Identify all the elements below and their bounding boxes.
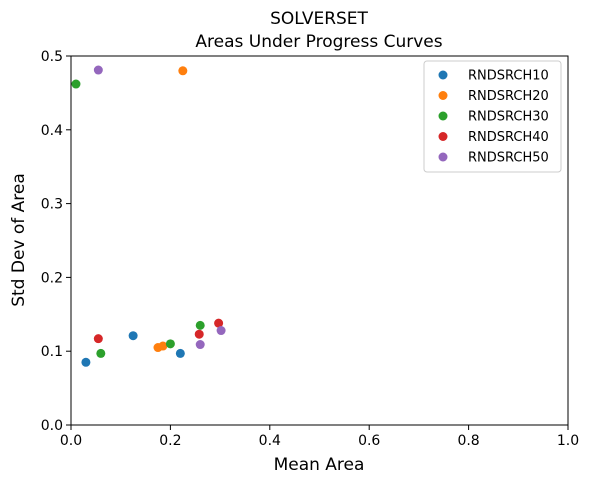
y-tick-label: 0.0 bbox=[41, 418, 63, 434]
point-rndsrch20-2 bbox=[158, 341, 168, 351]
x-tick-label: 0.4 bbox=[259, 433, 281, 449]
point-rndsrch30-3 bbox=[195, 320, 205, 330]
x-axis-label: Mean Area bbox=[274, 455, 365, 475]
x-tick-label: 0.6 bbox=[358, 433, 380, 449]
legend-frame bbox=[423, 60, 562, 173]
y-tick-label: 0.4 bbox=[41, 123, 63, 139]
point-rndsrch40-1 bbox=[194, 329, 204, 339]
data-points bbox=[71, 65, 226, 367]
point-rndsrch30-0 bbox=[71, 79, 81, 89]
chart-title: SOLVERSET bbox=[270, 9, 368, 29]
legend-label-rndsrch50: RNDSRCH50 bbox=[468, 151, 549, 166]
legend-label-rndsrch30: RNDSRCH30 bbox=[468, 110, 549, 125]
x-axis-ticks: 0.0 0.2 0.4 0.6 0.8 1.0 bbox=[60, 425, 579, 449]
legend-marker-rndsrch30 bbox=[438, 111, 448, 121]
y-axis-label: Std Dev of Area bbox=[9, 173, 29, 307]
point-rndsrch50-1 bbox=[195, 340, 205, 350]
legend: RNDSRCH10 RNDSRCH20 RNDSRCH30 RNDSRCH40 RNDS… bbox=[423, 60, 562, 173]
point-rndsrch10-0 bbox=[81, 357, 91, 367]
point-rndsrch30-2 bbox=[165, 339, 175, 349]
chart-subtitle: Areas Under Progress Curves bbox=[195, 32, 442, 52]
plot-frame bbox=[70, 55, 569, 426]
x-tick-label: 0.8 bbox=[457, 433, 479, 449]
legend-label-rndsrch20: RNDSRCH20 bbox=[468, 89, 549, 104]
y-tick-label: 0.3 bbox=[41, 197, 63, 213]
y-tick-label: 0.5 bbox=[41, 49, 63, 65]
x-tick-label: 0.2 bbox=[159, 433, 181, 449]
legend-marker-rndsrch40 bbox=[438, 132, 448, 141]
legend-marker-rndsrch10 bbox=[438, 70, 448, 80]
y-tick-label: 0.1 bbox=[41, 344, 63, 360]
legend-label-rndsrch40: RNDSRCH40 bbox=[468, 130, 549, 145]
point-rndsrch30-1 bbox=[96, 348, 106, 358]
point-rndsrch50-0 bbox=[93, 65, 103, 75]
point-rndsrch10-2 bbox=[175, 348, 185, 358]
point-rndsrch40-0 bbox=[93, 334, 103, 344]
legend-label-rndsrch10: RNDSRCH10 bbox=[468, 69, 549, 84]
point-rndsrch10-1 bbox=[128, 331, 138, 341]
point-rndsrch40-2 bbox=[214, 318, 224, 328]
x-tick-label: 0.0 bbox=[60, 433, 82, 449]
legend-marker-rndsrch50 bbox=[438, 152, 448, 162]
y-tick-label: 0.2 bbox=[41, 270, 63, 286]
legend-marker-rndsrch20 bbox=[438, 91, 448, 100]
point-rndsrch20-0 bbox=[178, 66, 188, 76]
x-tick-label: 1.0 bbox=[557, 433, 579, 449]
y-axis-ticks: 0.0 0.1 0.2 0.3 0.4 0.5 bbox=[41, 49, 71, 434]
point-rndsrch50-2 bbox=[216, 326, 226, 336]
